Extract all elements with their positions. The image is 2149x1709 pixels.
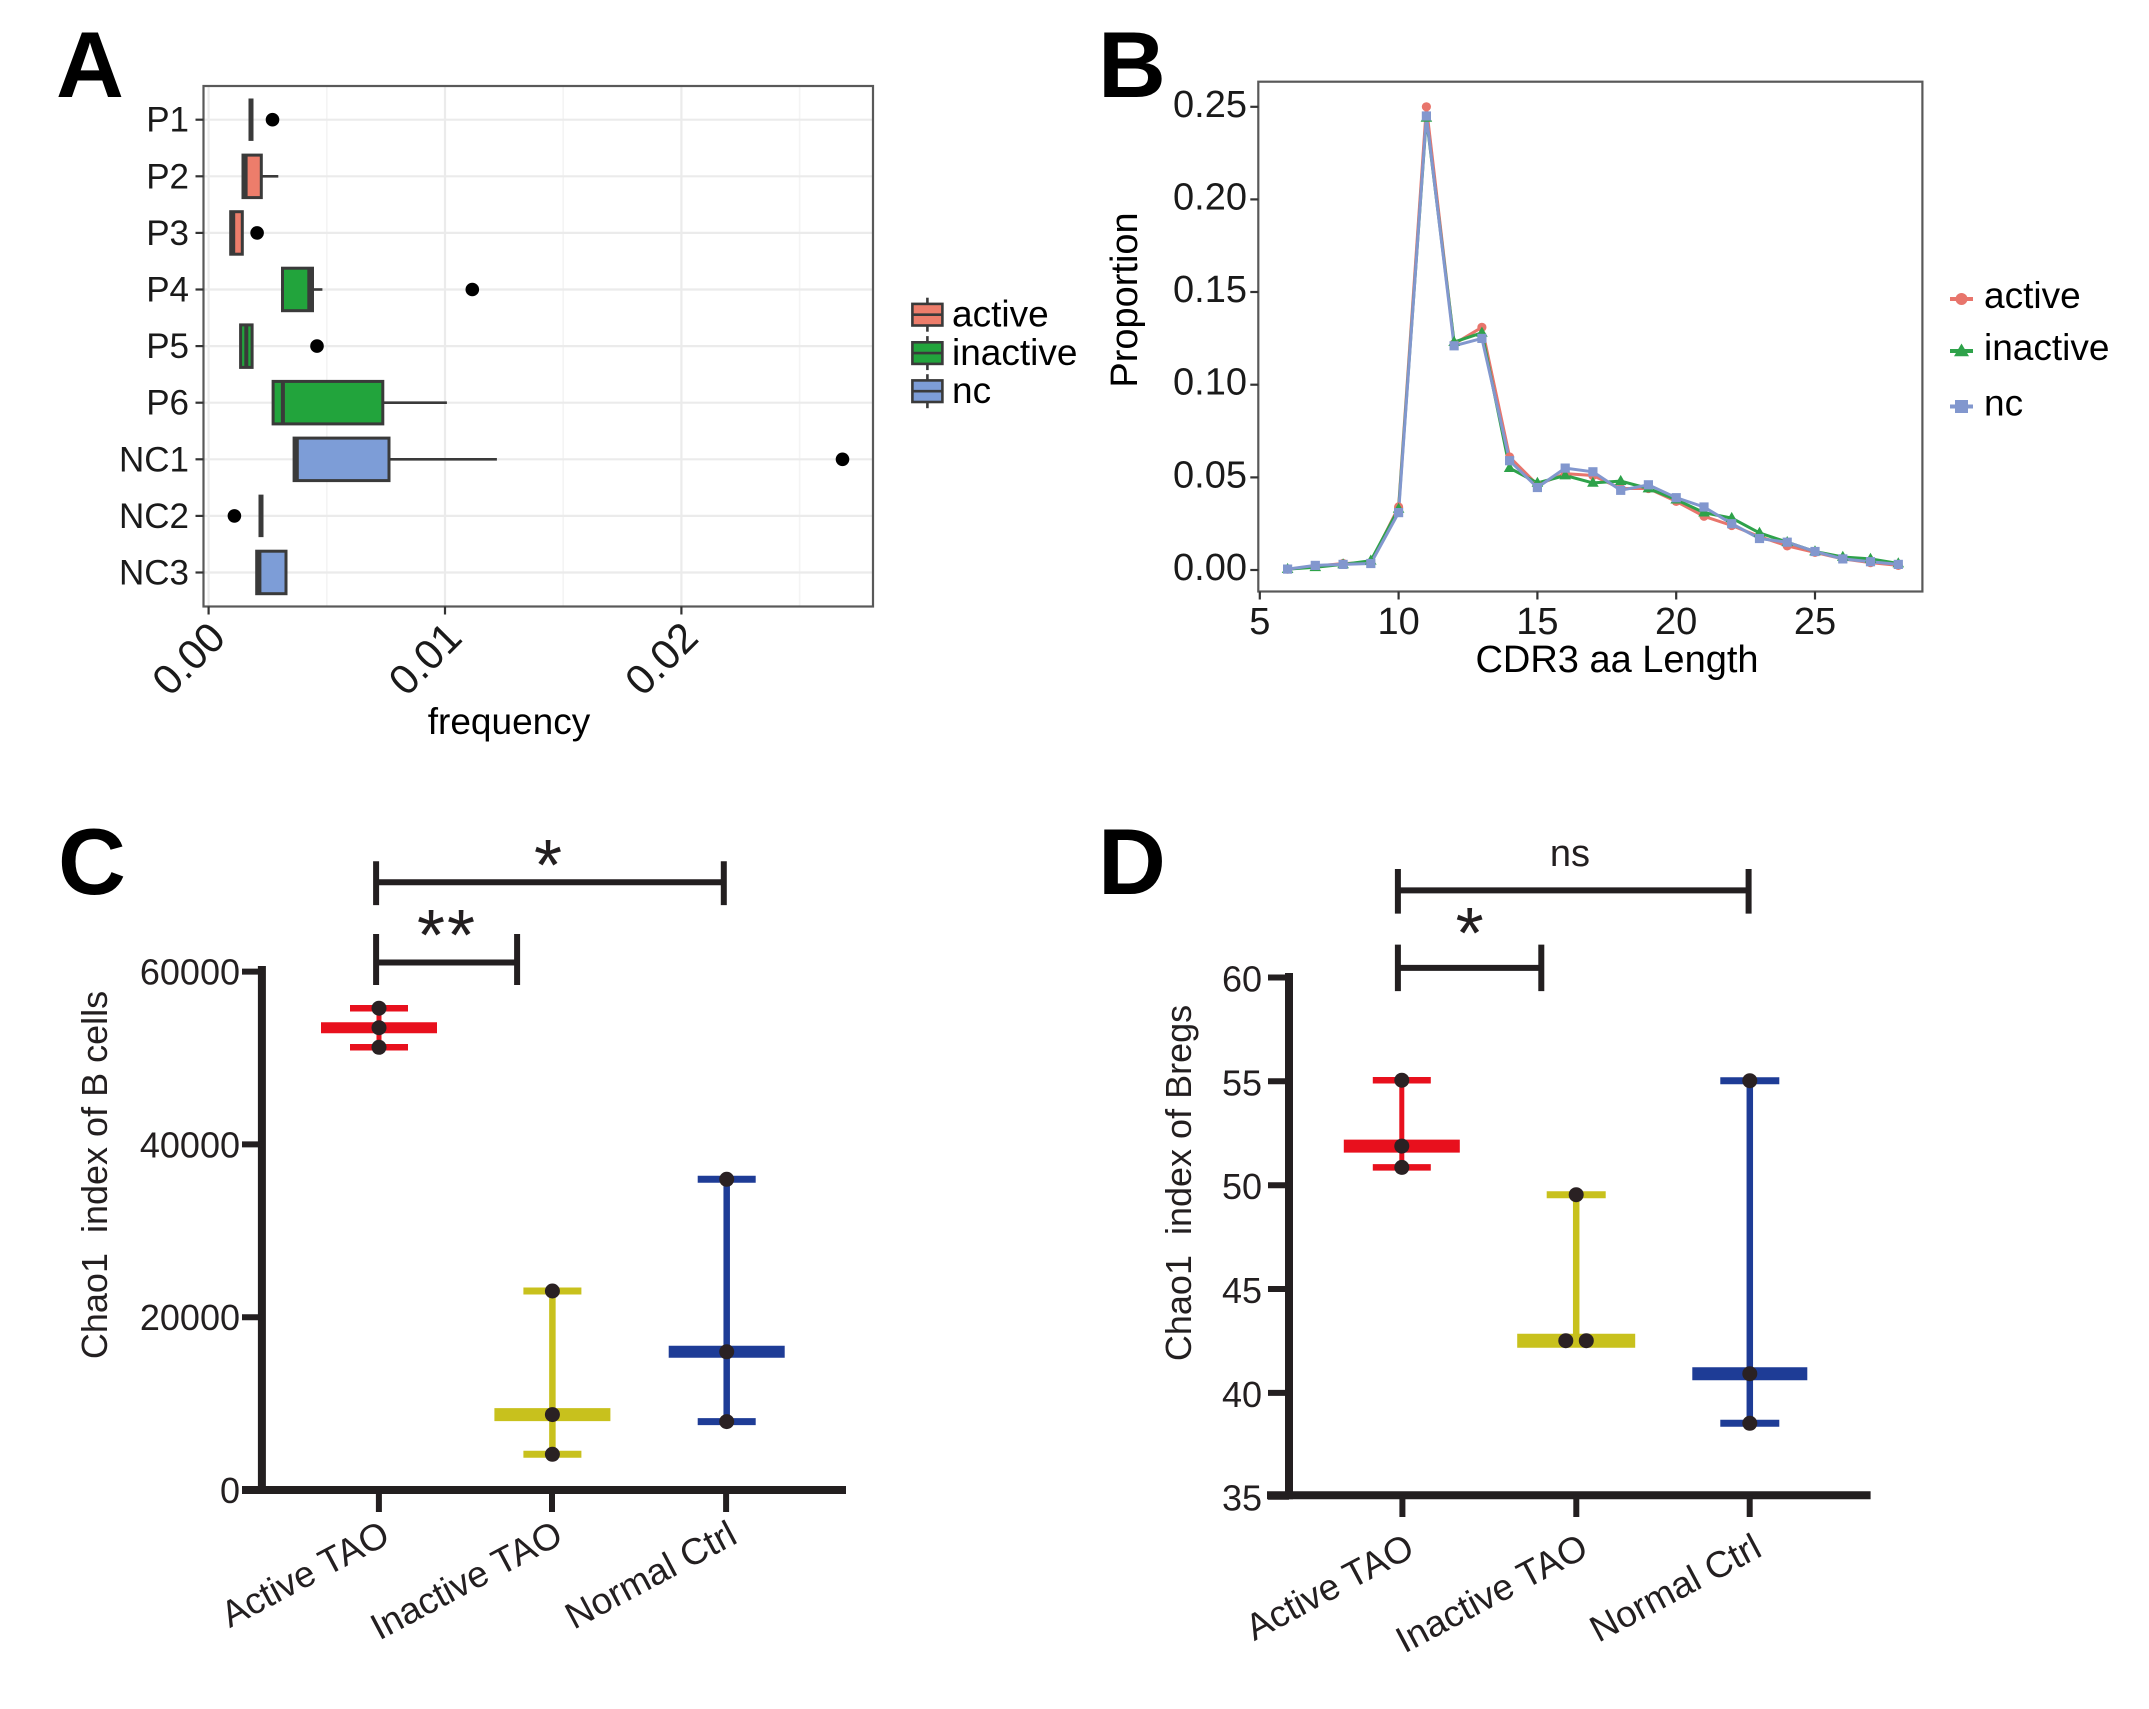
svg-text:*: * xyxy=(534,826,562,906)
svg-text:Chao1 index of Bregs: Chao1 index of Bregs xyxy=(1158,1005,1199,1361)
svg-text:*: * xyxy=(1456,894,1484,974)
svg-text:0.15: 0.15 xyxy=(1173,269,1247,311)
svg-text:35: 35 xyxy=(1222,1478,1262,1519)
svg-text:0.10: 0.10 xyxy=(1173,362,1247,404)
svg-text:25: 25 xyxy=(1794,601,1836,643)
svg-text:ns: ns xyxy=(1550,833,1590,875)
svg-text:50: 50 xyxy=(1222,1166,1262,1207)
svg-text:active: active xyxy=(952,294,1049,335)
svg-text:active: active xyxy=(1984,275,2081,316)
svg-text:NC1: NC1 xyxy=(119,440,189,479)
svg-text:NC3: NC3 xyxy=(119,554,189,593)
svg-text:**: ** xyxy=(417,896,477,976)
svg-text:B: B xyxy=(1098,12,1166,117)
svg-text:A: A xyxy=(56,12,124,117)
svg-text:nc: nc xyxy=(1984,383,2023,424)
svg-text:P4: P4 xyxy=(146,271,189,310)
svg-text:Chao1 index of B cells: Chao1 index of B cells xyxy=(74,991,115,1359)
svg-text:frequency: frequency xyxy=(428,701,591,742)
svg-text:0: 0 xyxy=(220,1470,240,1511)
svg-text:inactive: inactive xyxy=(1984,327,2109,368)
svg-text:P5: P5 xyxy=(146,327,189,366)
svg-text:nc: nc xyxy=(952,370,991,411)
svg-text:40000: 40000 xyxy=(140,1124,240,1165)
svg-text:P6: P6 xyxy=(146,384,189,423)
svg-text:C: C xyxy=(58,809,126,914)
svg-text:55: 55 xyxy=(1222,1062,1262,1103)
svg-text:15: 15 xyxy=(1516,601,1558,643)
svg-text:NC2: NC2 xyxy=(119,497,189,536)
svg-text:20000: 20000 xyxy=(140,1297,240,1338)
svg-text:0.25: 0.25 xyxy=(1173,84,1247,126)
svg-text:5: 5 xyxy=(1249,601,1270,643)
svg-text:CDR3 aa Length: CDR3 aa Length xyxy=(1475,639,1758,681)
svg-text:20: 20 xyxy=(1655,601,1697,643)
svg-text:D: D xyxy=(1098,809,1166,914)
svg-text:60: 60 xyxy=(1222,959,1262,1000)
svg-text:60000: 60000 xyxy=(140,952,240,993)
svg-text:inactive: inactive xyxy=(952,332,1077,373)
svg-text:P1: P1 xyxy=(146,101,189,140)
svg-text:10: 10 xyxy=(1377,601,1419,643)
svg-text:0.05: 0.05 xyxy=(1173,454,1247,496)
svg-text:P2: P2 xyxy=(146,157,189,196)
svg-text:0.00: 0.00 xyxy=(1173,547,1247,589)
svg-text:40: 40 xyxy=(1222,1374,1262,1415)
svg-text:0.20: 0.20 xyxy=(1173,176,1247,218)
svg-text:45: 45 xyxy=(1222,1270,1262,1311)
svg-text:P3: P3 xyxy=(146,214,189,253)
svg-text:Proportion: Proportion xyxy=(1104,212,1146,387)
